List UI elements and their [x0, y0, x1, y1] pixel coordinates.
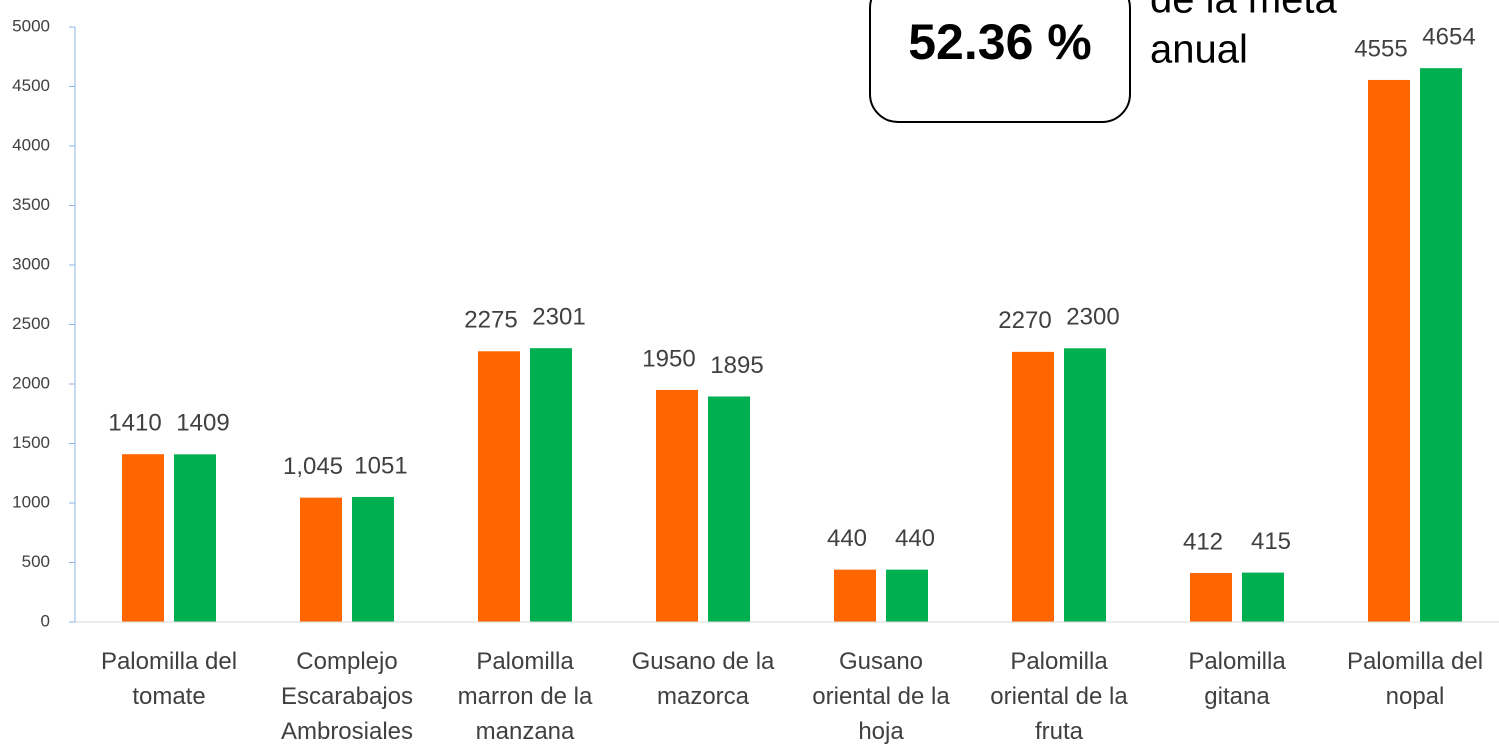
x-tick-label: Complejo Escarabajos Ambrosiales [281, 648, 413, 745]
y-tick-label: 1500 [12, 433, 50, 452]
y-tick-label: 0 [41, 611, 50, 630]
x-tick-label-line: gitana [1204, 683, 1270, 710]
value-label: 4654 [1422, 24, 1475, 51]
x-tick-label-line: oriental de la [812, 683, 950, 710]
y-tick-label: 3000 [12, 254, 50, 273]
bar [174, 454, 216, 622]
x-tick-label: Palomilla del nopal [1347, 648, 1483, 710]
x-tick-label-line: fruta [1035, 718, 1084, 745]
value-label: 1895 [710, 352, 763, 379]
bar [1420, 68, 1462, 622]
bar [300, 497, 342, 622]
bar [122, 454, 164, 622]
x-tick-label-line: marron de la [458, 683, 593, 710]
annotation-text: de la meta [1150, 0, 1338, 22]
x-tick-label-line: Palomilla [1188, 648, 1286, 675]
x-tick-label: Palomilla marron de la manzana [458, 648, 593, 745]
value-label: 415 [1251, 528, 1291, 555]
annotation-box [869, 0, 1131, 123]
value-label: 1,045 [283, 453, 343, 480]
value-label: 1051 [354, 452, 407, 479]
bar [708, 396, 750, 622]
value-label: 2300 [1066, 304, 1119, 331]
x-tick-label-line: Gusano [839, 648, 923, 675]
value-label: 1410 [108, 410, 161, 437]
bar [530, 348, 572, 622]
x-tick-label: Palomilla oriental de la fruta [990, 648, 1128, 745]
value-label: 2275 [464, 307, 517, 334]
value-label: 2301 [532, 304, 585, 331]
x-tick-label-line: oriental de la [990, 683, 1128, 710]
x-tick-label: Gusano de la mazorca [632, 648, 775, 710]
bar [1012, 351, 1054, 622]
bar [656, 389, 698, 622]
x-tick-label-line: nopal [1386, 683, 1445, 710]
bar [1368, 79, 1410, 622]
y-tick-label: 4500 [12, 76, 50, 95]
x-tick-label-line: Palomilla [1010, 648, 1108, 675]
x-tick-label-line: hoja [858, 718, 904, 745]
y-tick-label: 3500 [12, 195, 50, 214]
x-tick-label-line: Palomilla del [101, 648, 237, 675]
y-tick-label: 4000 [12, 135, 50, 154]
value-label: 1409 [176, 410, 229, 437]
bar [834, 569, 876, 622]
y-tick-label: 500 [22, 552, 50, 571]
bar [1242, 572, 1284, 622]
y-tick-label: 1000 [12, 492, 50, 511]
x-tick-label-line: Escarabajos [281, 683, 413, 710]
bar [478, 351, 520, 622]
x-tick-label-line: Palomilla del [1347, 648, 1483, 675]
x-tick-label-line: Gusano de la [632, 648, 775, 675]
value-label: 4555 [1354, 35, 1407, 62]
bar [1190, 572, 1232, 622]
x-tick-label: Palomilla gitana [1188, 648, 1286, 710]
value-label: 440 [827, 525, 867, 552]
value-label: 1950 [642, 345, 695, 372]
y-tick-label: 2500 [12, 314, 50, 333]
x-tick-label-line: tomate [132, 683, 205, 710]
y-tick-label: 2000 [12, 373, 50, 392]
x-tick-label-line: Palomilla [476, 648, 574, 675]
x-tick-label: Gusano oriental de la hoja [812, 648, 950, 745]
annotation-text: anual [1150, 28, 1248, 72]
value-label: 440 [895, 525, 935, 552]
x-tick-label-line: Complejo [296, 648, 397, 675]
annotation-value: 52.36 % [908, 14, 1091, 70]
x-tick-label-line: manzana [476, 718, 575, 745]
bar [1064, 348, 1106, 622]
x-tick-label-line: Ambrosiales [281, 718, 413, 745]
value-label: 2270 [998, 307, 1051, 334]
x-tick-label: Palomilla del tomate [101, 648, 237, 710]
value-label: 412 [1183, 528, 1223, 555]
y-tick-label: 5000 [12, 16, 50, 35]
x-tick-label-line: mazorca [657, 683, 750, 710]
bar [352, 496, 394, 622]
bar [886, 569, 928, 622]
